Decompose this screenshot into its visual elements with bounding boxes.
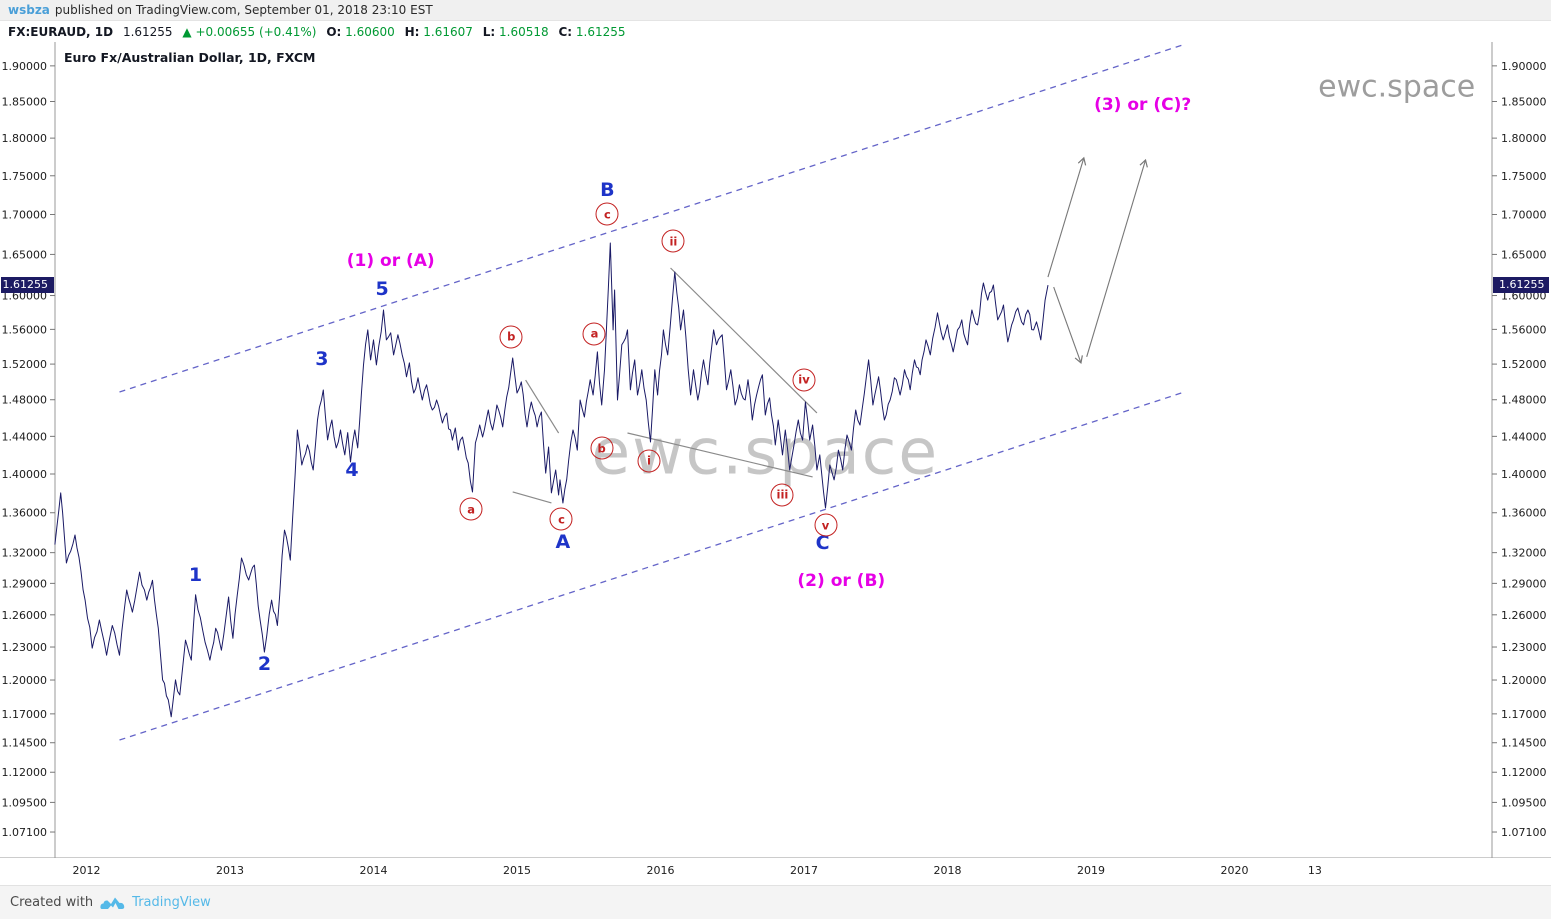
y-axis-label: 1.07100 [2,826,48,839]
y-axis-label: 1.40000 [1501,468,1547,481]
up-arrow-icon: ▲ [182,25,192,39]
y-axis-label: 1.09500 [2,796,48,809]
y-axis-label: 1.65000 [1501,248,1547,261]
y-axis-label: 1.70000 [1501,209,1547,222]
open-label: O: [326,25,342,39]
y-axis-label: 1.85000 [1501,96,1547,109]
y-axis-label: 1.75000 [2,170,48,183]
trend-line [670,267,818,414]
y-axis-label: 1.70000 [2,209,48,222]
y-axis-label: 1.29000 [1501,577,1547,590]
y-axis-label: 1.60000 [1501,290,1547,303]
footer-bar: Created with TradingView [0,885,1551,919]
y-axis-label: 1.36000 [1501,507,1547,520]
y-axis-label: 1.17000 [1501,708,1547,721]
tradingview-brand-link[interactable]: TradingView [132,895,211,910]
y-axis-label: 1.12000 [2,766,48,779]
chart-title: Euro Fx/Australian Dollar, 1D, FXCM [64,50,316,65]
low-value: 1.60518 [499,25,549,39]
x-axis-label: 2012 [72,864,101,877]
y-axis-label: 1.17000 [2,708,48,721]
y-axis-label: 1.90000 [1501,60,1547,73]
y-axis-label: 1.52000 [2,358,48,371]
publish-text: published on TradingView.com, September … [54,3,433,17]
y-axis-label: 1.32000 [1501,547,1547,560]
last-price: 1.61255 [122,25,173,39]
publisher-username[interactable]: wsbza [8,3,50,17]
x-axis-label: 2017 [790,864,818,877]
open-value: 1.60600 [345,25,395,39]
y-axis-label: 1.40000 [2,468,48,481]
x-axis-label: 2020 [1220,864,1249,877]
x-axis-label: 2013 [216,864,244,877]
y-axis-label: 1.44000 [1501,430,1547,443]
trend-line [512,491,552,504]
y-axis-label: 1.12000 [1501,766,1547,779]
y-axis-label: 1.48000 [2,394,48,407]
y-axis-label: 1.80000 [2,132,48,145]
projection-arrow [1086,158,1148,357]
y-axis-label: 1.32000 [2,547,48,560]
close-value: 1.61255 [575,25,626,39]
y-axis-label: 1.52000 [1501,358,1547,371]
projection-arrow [1053,286,1083,364]
y-axis-label: 1.23000 [1501,641,1547,654]
y-axis-label: 1.09500 [1501,796,1547,809]
projection-arrow [1047,156,1087,278]
y-axis-label: 1.20000 [1501,674,1547,687]
y-axis-label: 1.48000 [1501,394,1547,407]
symbol-info-bar: FX:EURAUD, 1D 1.61255 ▲ +0.00655 (+0.41%… [0,22,1551,42]
trend-line [525,379,560,434]
y-axis-label: 1.75000 [1501,170,1547,183]
created-with-text: Created with [10,895,94,910]
channel-dashed-line [119,43,1186,393]
x-axis-label: 2014 [359,864,388,877]
x-axis-label: 2019 [1077,864,1105,877]
close-label: C: [558,25,573,39]
y-axis-label: 1.56000 [1501,323,1547,336]
low-label: L: [482,25,496,39]
y-axis-label: 1.20000 [2,674,48,687]
x-axis-label: 2018 [933,864,962,877]
y-axis-label: 1.14500 [1501,737,1547,750]
watermark-corner: ewc.space [1318,69,1476,105]
y-axis-label: 1.23000 [2,641,48,654]
chart-canvas[interactable]: 1.90000 1.90000 1.85000 1.85000 1.80000 1.800… [0,42,1551,885]
y-axis-label: 1.44000 [2,430,48,443]
y-axis-label: 1.80000 [1501,132,1547,145]
high-value: 1.61607 [423,25,473,39]
y-axis-label: 1.29000 [2,577,48,590]
y-axis-label: 1.85000 [2,96,48,109]
trend-line [627,432,813,478]
channel-dashed-line [119,392,1182,741]
symbol-interval[interactable]: FX:EURAUD, 1D [8,25,114,39]
time-axis[interactable]: 2012 2013 2014 2015 2016 2017 2018 2019 2020 13 [0,858,1551,885]
y-axis-label: 1.65000 [2,248,48,261]
y-axis-label: 1.07100 [1501,826,1547,839]
tradingview-logo[interactable] [100,895,125,911]
price-line [54,242,1049,718]
price-change: +0.00655 (+0.41%) [195,25,317,39]
publish-bar: wsbza published on TradingView.com, Septe… [0,0,1551,21]
x-axis-label: 13 [1307,864,1322,877]
y-axis-label: 1.26000 [1501,609,1547,622]
x-axis-label: 2016 [646,864,675,877]
y-axis-label: 1.90000 [2,60,48,73]
y-axis-label: 1.56000 [2,323,48,336]
x-axis-label: 2015 [503,864,531,877]
y-axis-label: 1.60000 [2,290,48,303]
y-axis-label: 1.14500 [2,737,48,750]
high-label: H: [404,25,420,39]
y-axis-label: 1.36000 [2,507,48,520]
y-axis-label: 1.26000 [2,609,48,622]
